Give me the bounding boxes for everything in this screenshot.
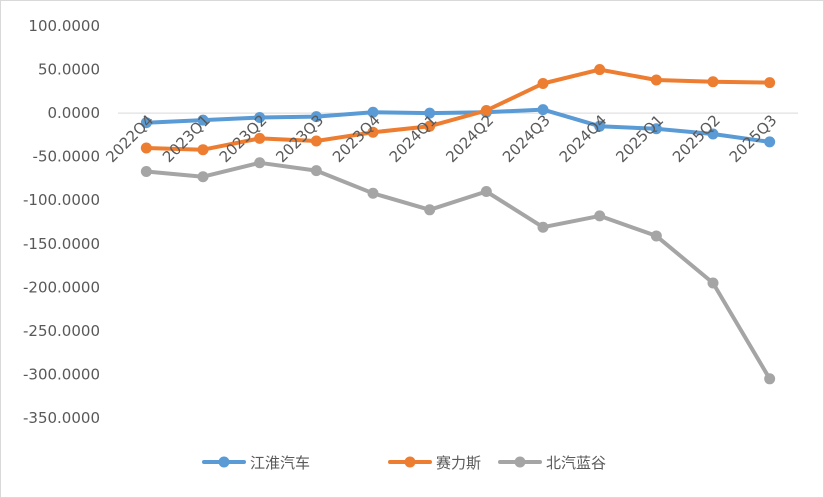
data-point — [764, 373, 776, 385]
data-point — [537, 221, 549, 233]
data-point — [594, 120, 606, 132]
data-point — [424, 107, 436, 119]
legend-swatch-marker — [404, 456, 416, 468]
data-point — [367, 126, 379, 138]
data-point — [424, 204, 436, 216]
data-point — [594, 210, 606, 222]
x-tick-label: 2022Q4 — [102, 111, 157, 166]
data-point — [310, 165, 322, 177]
y-tick-label: -250.0000 — [23, 322, 100, 340]
y-tick-label: 100.0000 — [28, 17, 100, 35]
data-point — [197, 171, 209, 183]
y-tick-label: -50.0000 — [33, 148, 100, 166]
data-point — [140, 117, 152, 129]
data-point — [537, 77, 549, 89]
series-line — [144, 67, 772, 152]
data-point — [537, 104, 549, 116]
data-point — [650, 74, 662, 86]
legend-swatch-marker — [218, 456, 230, 468]
y-tick-label: -200.0000 — [23, 278, 100, 296]
x-tick-label: 2025Q1 — [612, 111, 667, 166]
data-point — [197, 114, 209, 126]
x-axis-tick-labels: 2022Q4 2023Q1 2023Q2 2023Q3 2023Q4 2024Q1 2024… — [102, 111, 780, 166]
legend-swatch-marker — [514, 456, 526, 468]
data-point — [424, 120, 436, 132]
x-tick-label: 2024Q3 — [499, 111, 554, 166]
data-point — [764, 77, 776, 89]
y-tick-label: -350.0000 — [23, 409, 100, 427]
data-point — [310, 135, 322, 147]
legend-label: 江淮汽车 — [250, 454, 310, 472]
data-point — [367, 106, 379, 118]
series-3 — [140, 157, 776, 385]
data-point — [707, 277, 719, 289]
data-point — [197, 144, 209, 156]
y-tick-label: -150.0000 — [23, 235, 100, 253]
legend-item: 赛力斯 — [388, 454, 481, 472]
data-point — [707, 76, 719, 88]
legend-item: 北汽蓝谷 — [498, 454, 606, 472]
series-line — [144, 160, 772, 381]
legend-label: 赛力斯 — [436, 454, 481, 472]
series-line — [144, 107, 772, 144]
data-point — [480, 186, 492, 198]
data-point — [707, 128, 719, 140]
data-point — [594, 64, 606, 76]
legend-item: 江淮汽车 — [202, 454, 310, 472]
data-point — [650, 123, 662, 135]
data-point — [140, 165, 152, 177]
series-2 — [140, 64, 776, 156]
legend-label: 北汽蓝谷 — [546, 454, 606, 472]
y-tick-label: -100.0000 — [23, 191, 100, 209]
y-axis-tick-labels: 100.0000 50.0000 0.0000 -50.0000 -100.0000 -1… — [23, 17, 100, 427]
y-tick-label: 50.0000 — [38, 61, 100, 79]
data-point — [650, 230, 662, 242]
data-point — [254, 157, 266, 169]
data-point — [764, 136, 776, 148]
series-lines — [140, 64, 776, 385]
data-point — [367, 187, 379, 199]
data-point — [254, 111, 266, 123]
series-1 — [140, 104, 776, 148]
data-point — [140, 142, 152, 154]
y-tick-label: -300.0000 — [23, 365, 100, 383]
data-point — [480, 104, 492, 116]
y-tick-label: 0.0000 — [48, 104, 101, 122]
data-point — [254, 132, 266, 144]
legend: 江淮汽车 赛力斯 北汽蓝谷 — [202, 454, 606, 472]
x-tick-label: 2024Q1 — [386, 111, 441, 166]
data-point — [310, 111, 322, 123]
